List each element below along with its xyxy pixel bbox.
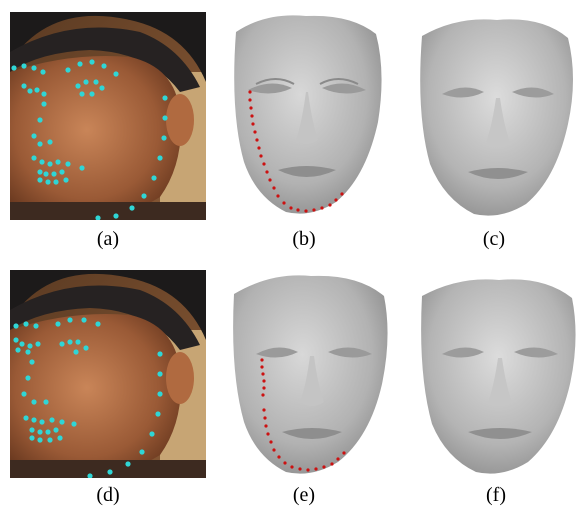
caption-f: (f)	[486, 484, 506, 506]
caption-b: (b)	[292, 228, 316, 250]
panel-a-photo	[10, 12, 206, 220]
contour-dots	[260, 358, 346, 472]
caption-d: (d)	[96, 484, 120, 506]
panel-c-mesh	[412, 14, 578, 220]
panel-f-mesh	[414, 276, 580, 478]
landmark-dots	[13, 317, 163, 478]
panel-d-photo	[10, 270, 206, 478]
panel-e-mesh	[226, 272, 392, 478]
landmark-dots	[11, 59, 168, 220]
panel-b-mesh	[226, 12, 386, 218]
caption-a: (a)	[96, 228, 120, 250]
contour-dots	[248, 90, 344, 213]
caption-c: (c)	[482, 228, 506, 250]
caption-e: (e)	[292, 484, 316, 506]
